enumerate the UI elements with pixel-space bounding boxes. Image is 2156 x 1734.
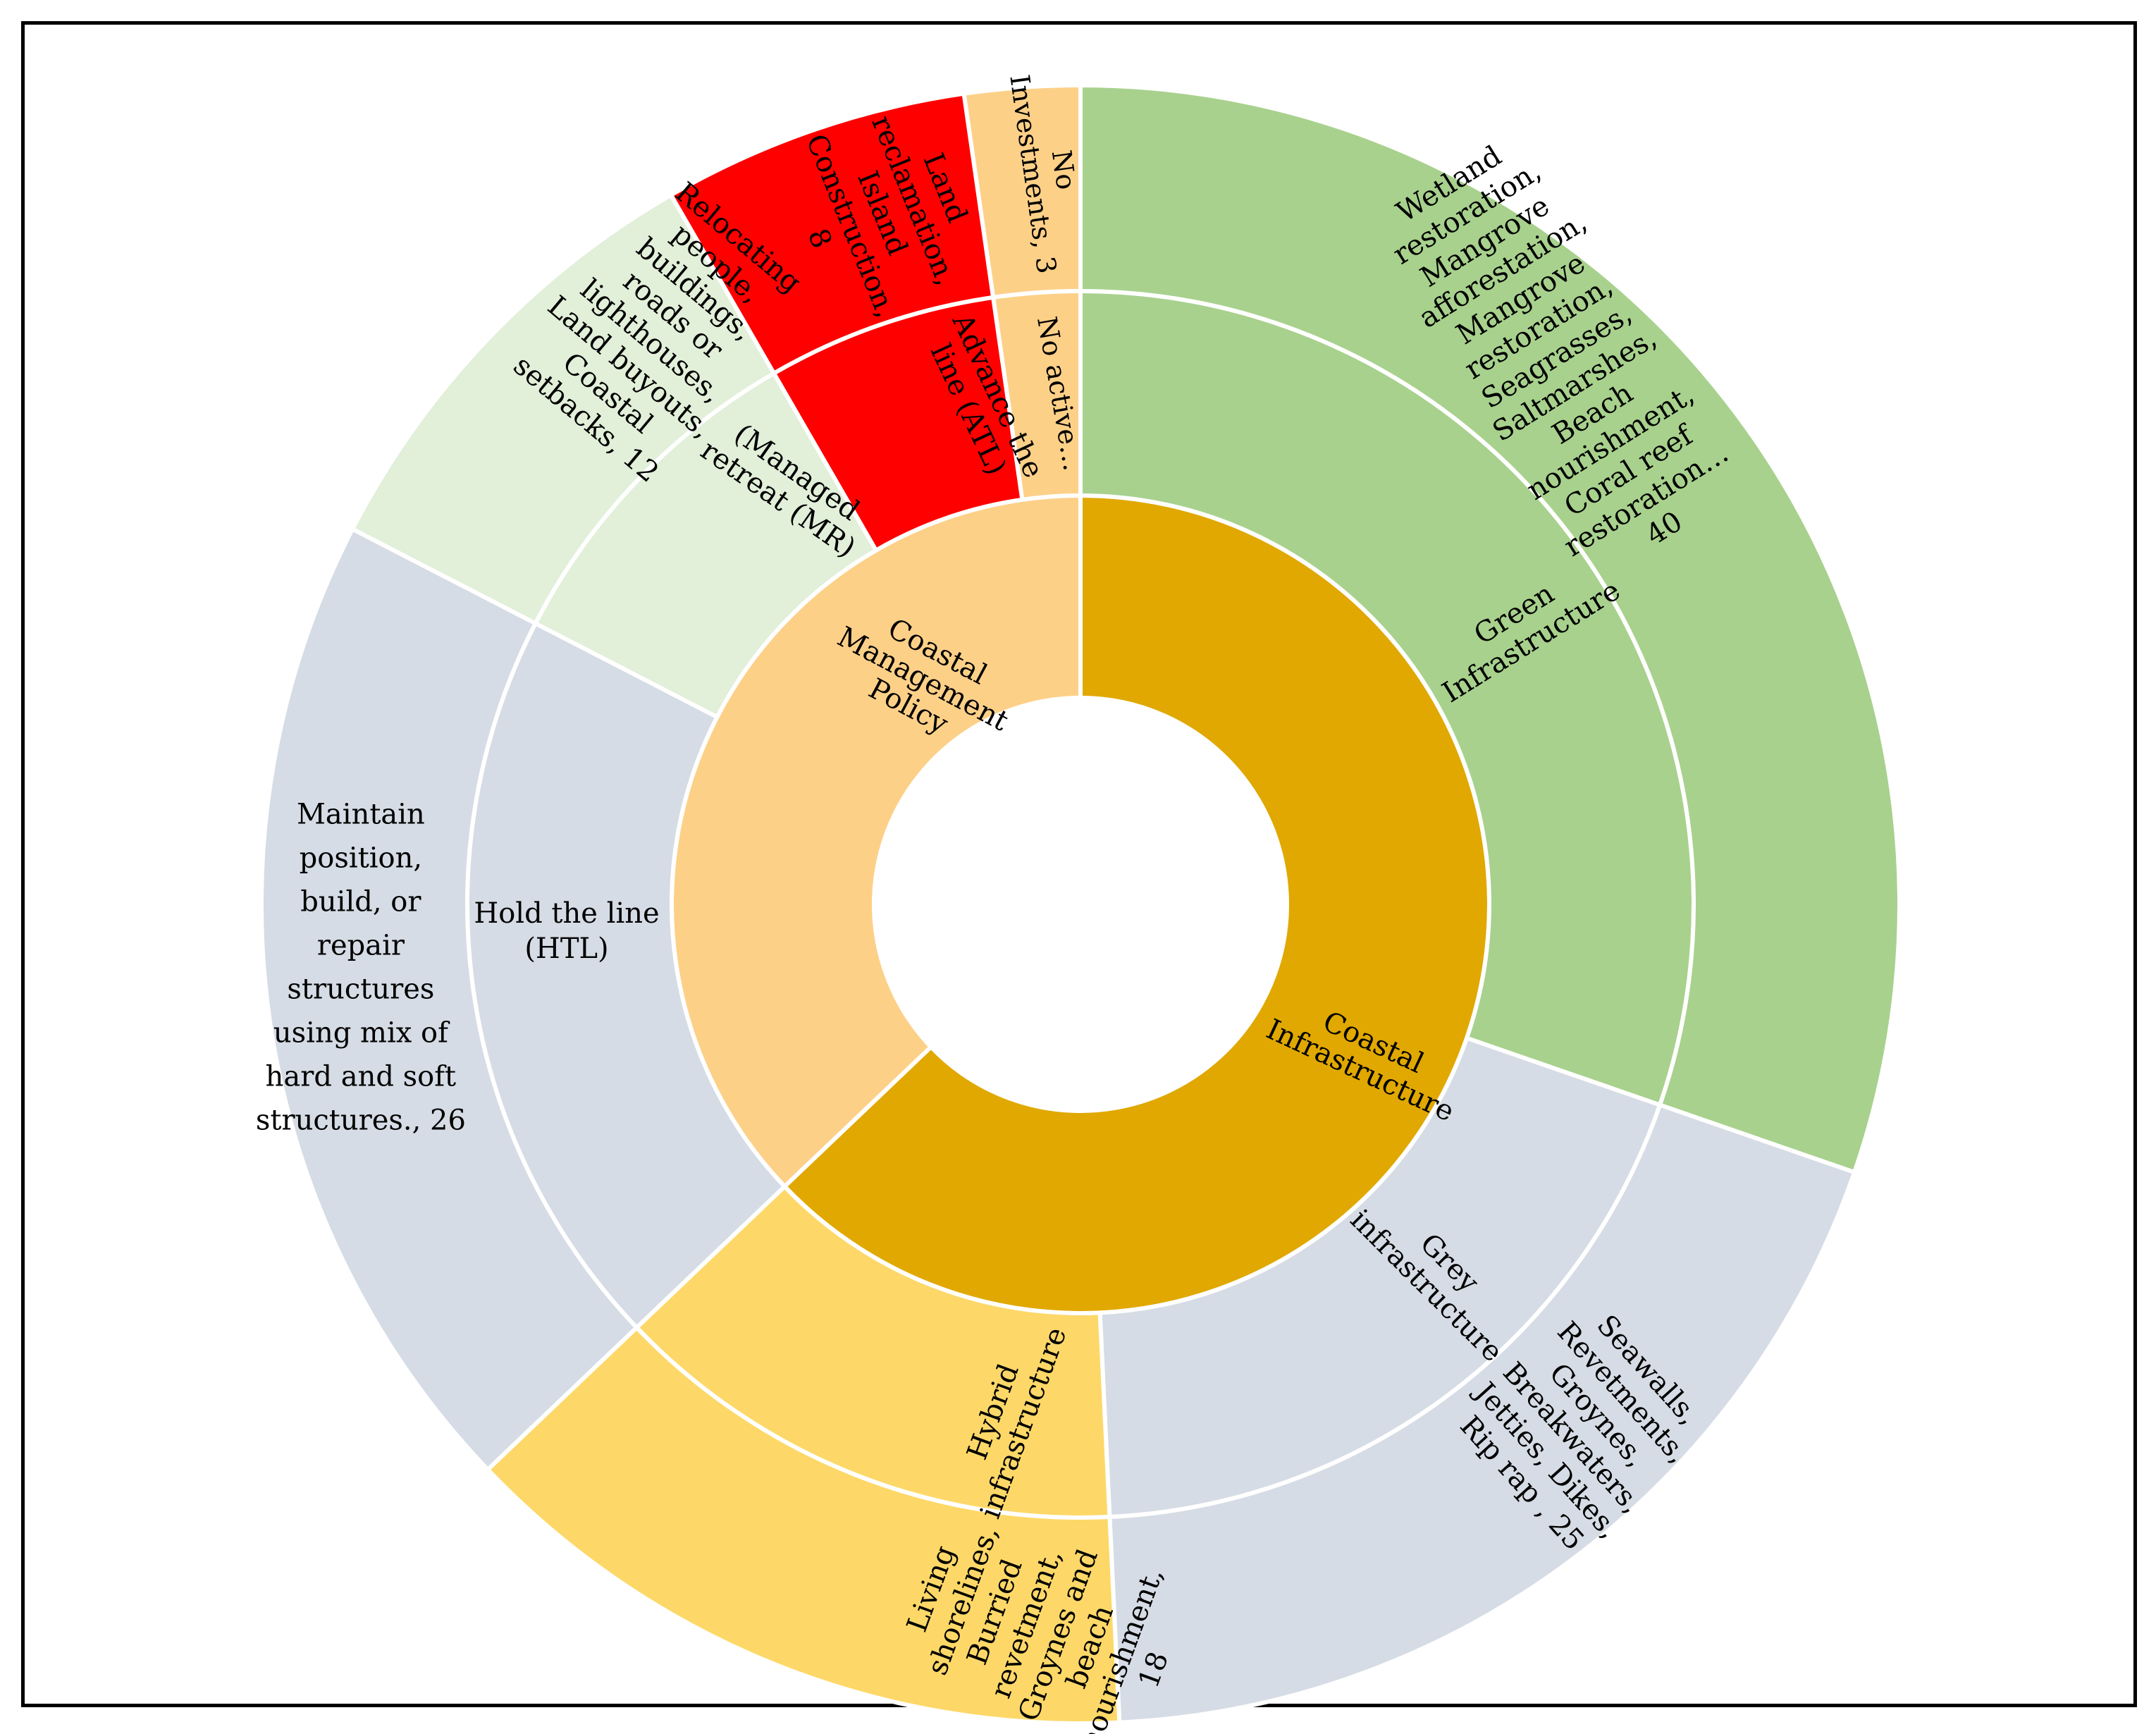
segments-layer: [259, 82, 1902, 1726]
out-segment-6: [961, 82, 1083, 300]
out-label-3-line-0: Maintain: [297, 798, 425, 830]
out-segment-2: [484, 1324, 1122, 1726]
out-label-3-line-1: position,: [300, 842, 422, 874]
out-label-3-line-3: repair: [317, 929, 405, 961]
out-segment-0: [1078, 82, 1902, 1175]
out-label-3: Maintain position, build, or repair structur…: [256, 798, 466, 1136]
mid-label-3-line-0: Hold the line: [474, 897, 659, 930]
mid-label-3: Hold the line (HTL): [474, 897, 659, 965]
out-label-6-line-0: No: [1046, 148, 1082, 192]
out-segment-3: [259, 526, 640, 1473]
out-label-3-line-7: structures., 26: [256, 1104, 466, 1136]
out-label-3-line-5: using mix of: [273, 1016, 450, 1049]
out-label-4: Relocatingpeople,buildings,roads orlight…: [498, 160, 826, 497]
center-hole: [876, 700, 1285, 1109]
out-segment-1: [1107, 1102, 1857, 1725]
mid-label-3-line-1: (HTL): [524, 933, 608, 965]
out-label-3-line-2: build, or: [300, 885, 421, 918]
out-label-3-line-4: structures: [287, 973, 434, 1005]
out-label-3-line-6: hard and soft: [266, 1060, 456, 1093]
